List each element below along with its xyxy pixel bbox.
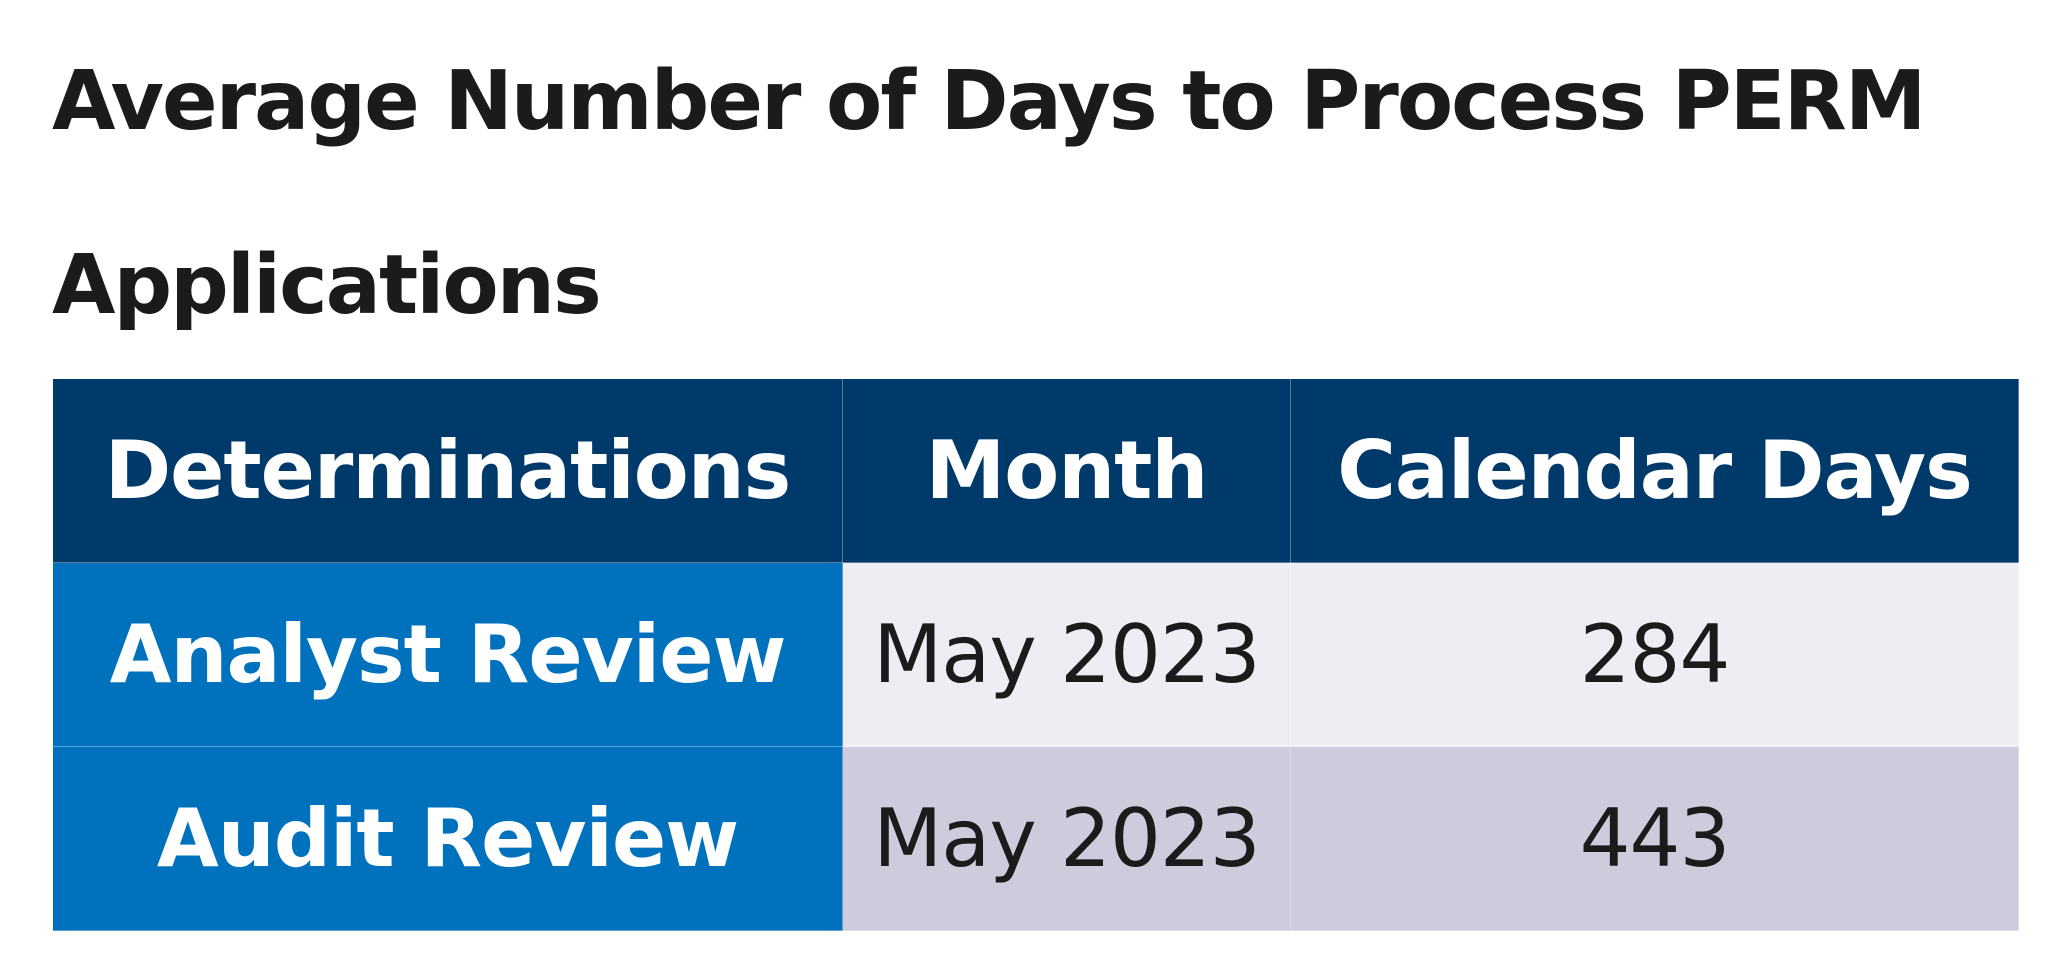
column-header-calendar-days: Calendar Days [1290, 378, 2019, 563]
processing-times-table: Determinations Month Calendar Days Analy… [52, 378, 2019, 931]
content: Average Number of Days to Process PERM A… [52, 40, 2019, 931]
table-header: Determinations Month Calendar Days [52, 378, 2019, 563]
cell-calendar-days: 284 [1290, 562, 2019, 747]
page-title: Average Number of Days to Process PERM A… [52, 54, 1926, 333]
table-row: Analyst Review May 2023 284 [52, 562, 2019, 747]
column-header-determinations: Determinations [52, 378, 843, 563]
cell-month: May 2023 [842, 562, 1291, 747]
cell-month: May 2023 [842, 746, 1291, 931]
table-body: Analyst Review May 2023 284 Audit Review… [52, 562, 2019, 931]
row-header-determination: Audit Review [52, 746, 843, 931]
header-row: Determinations Month Calendar Days [52, 378, 2019, 563]
column-header-month: Month [842, 378, 1291, 563]
cell-calendar-days: 443 [1290, 746, 2019, 931]
table-row: Audit Review May 2023 443 [52, 746, 2019, 931]
row-header-determination: Analyst Review [52, 562, 843, 747]
